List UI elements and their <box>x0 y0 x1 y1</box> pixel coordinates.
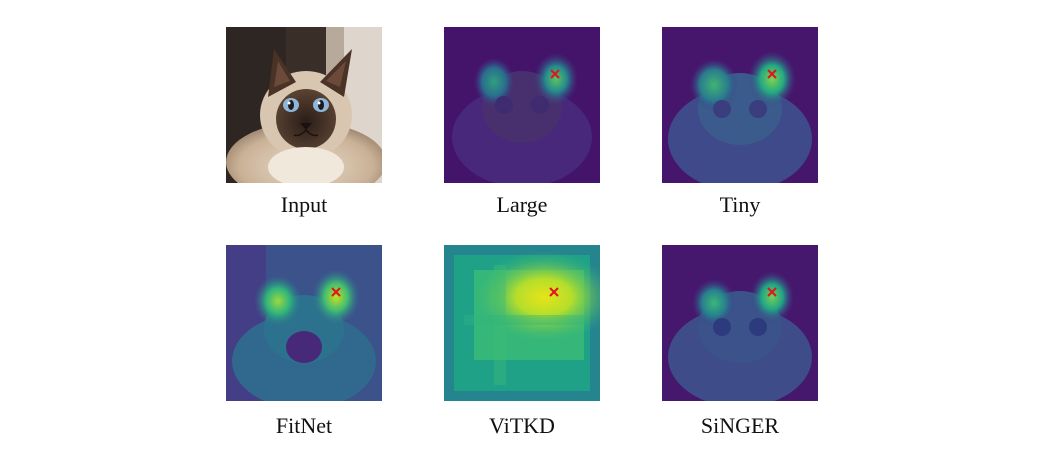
caption-vitkd: ViTKD <box>489 413 555 438</box>
marker-x-tiny <box>767 69 777 79</box>
attention-map-fitnet <box>226 245 382 401</box>
cat-photo <box>226 27 382 183</box>
panel-large <box>444 27 600 183</box>
panel-tiny <box>662 27 818 183</box>
panel-singer <box>662 245 818 401</box>
panel-fitnet <box>226 245 382 401</box>
caption-large: Large <box>496 192 548 217</box>
marker-x-vitkd <box>549 287 559 297</box>
attention-map-tiny <box>662 27 818 183</box>
attention-map-vitkd <box>444 245 600 401</box>
attention-map-large <box>444 27 600 183</box>
attention-map-singer <box>662 245 818 401</box>
marker-x-singer <box>767 287 777 297</box>
caption-fitnet: FitNet <box>275 413 333 438</box>
caption-singer: SiNGER <box>700 413 780 438</box>
caption-input: Input <box>280 192 328 217</box>
marker-x-fitnet <box>331 287 341 297</box>
marker-x-large <box>550 69 560 79</box>
panel-vitkd <box>444 245 600 401</box>
caption-tiny: Tiny <box>719 192 761 217</box>
panel-input <box>226 27 382 183</box>
